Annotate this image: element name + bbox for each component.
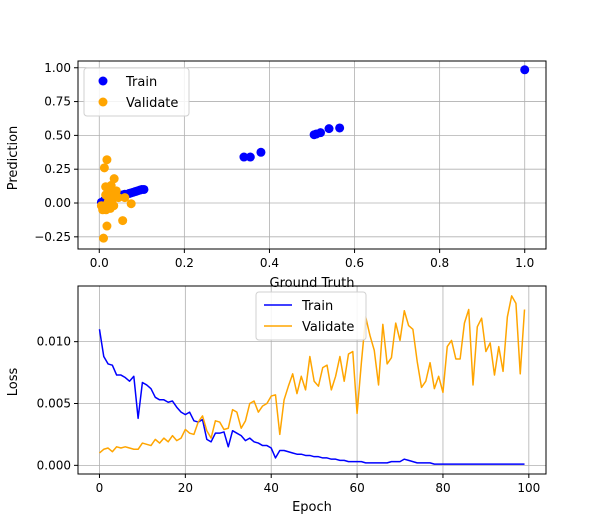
loss-legend: Train Validate — [255, 291, 367, 341]
scatter-point-train — [520, 65, 530, 75]
scatter-legend-train-label: Train — [125, 75, 157, 90]
scatter-point-validate — [103, 198, 113, 208]
scatter-point-train — [239, 152, 249, 162]
scatter-ylabel: Prediction — [6, 126, 21, 191]
loss-xtick-label: 60 — [349, 481, 364, 495]
loss-line-validate — [98, 295, 526, 454]
scatter-point-validate — [120, 193, 130, 203]
scatter-point-validate — [99, 233, 109, 243]
loss-xlabel: Epoch — [292, 500, 332, 515]
scatter-point-train — [324, 124, 334, 134]
loss-ytick-label: 0.010 — [37, 335, 71, 349]
scatter-xlabel: Ground Truth — [270, 276, 355, 291]
scatter-point-train — [256, 147, 266, 157]
scatter-ytick-label: 0.75 — [44, 95, 71, 109]
scatter-point-validate — [109, 174, 119, 184]
loss-xtick-label: 0 — [96, 481, 104, 495]
scatter-point-validate — [113, 193, 123, 203]
scatter-xtick-label: 0.2 — [175, 256, 194, 270]
scatter-xtick-label: 0.4 — [260, 256, 279, 270]
loss-xtick-label: 80 — [435, 481, 450, 495]
scatter-xtick-label: 0.8 — [430, 256, 449, 270]
loss-ylabel: Loss — [6, 368, 21, 397]
loss-xtick-label: 100 — [517, 481, 540, 495]
scatter-ytick-label: 0.25 — [44, 162, 71, 176]
scatter-legend-validate-marker — [98, 97, 108, 107]
scatter-point-validate — [126, 199, 136, 209]
scatter-ytick-label: 0.00 — [44, 196, 71, 210]
scatter-point-train — [335, 123, 345, 133]
loss-legend-train-label: Train — [301, 299, 333, 314]
scatter-point-validate — [99, 163, 109, 173]
scatter-point-validate — [111, 186, 121, 196]
loss-line-train — [98, 329, 525, 465]
scatter-axes-frame — [77, 60, 547, 250]
scatter-xtick-label: 0.0 — [90, 256, 109, 270]
loss-legend-box — [255, 291, 367, 341]
scatter-marks — [96, 65, 530, 243]
scatter-point-train — [316, 128, 326, 138]
scatter-point-train — [139, 184, 149, 194]
scatter-ytick-label: 1.00 — [44, 61, 71, 75]
loss-axes-frame — [77, 285, 547, 475]
loss-marks — [98, 295, 526, 465]
scatter-ytick-label: −0.25 — [34, 230, 71, 244]
loss-xtick-label: 20 — [178, 481, 193, 495]
scatter-point-validate — [101, 190, 111, 200]
scatter-ytick-label: 0.50 — [44, 128, 71, 142]
loss-ytick-label: 0.000 — [37, 458, 71, 472]
scatter-point-validate — [102, 221, 112, 231]
loss-legend-validate-label: Validate — [302, 320, 354, 335]
scatter-xtick-label: 0.6 — [345, 256, 364, 270]
scatter-legend: Train Validate — [83, 67, 190, 117]
scatter-panel: 0.0 0.2 0.4 0.6 0.8 1.0 −0.25 0.00 0.25 0.50 0.75 1… — [6, 60, 547, 291]
scatter-legend-train-marker — [98, 76, 108, 86]
loss-grid — [78, 286, 546, 474]
scatter-xtick-label: 1.0 — [515, 256, 534, 270]
scatter-point-validate — [102, 155, 112, 165]
loss-xtick-label: 40 — [264, 481, 279, 495]
scatter-legend-validate-label: Validate — [126, 96, 178, 111]
scatter-legend-box — [83, 67, 190, 117]
scatter-point-validate — [118, 216, 128, 226]
scatter-ticks: 0.0 0.2 0.4 0.6 0.8 1.0 −0.25 0.00 0.25 0.50 0.75 1… — [34, 61, 534, 270]
loss-ticks: 0 20 40 60 80 100 0.000 0.005 0.010 — [37, 335, 541, 495]
scatter-point-train — [245, 152, 255, 162]
loss-ytick-label: 0.005 — [37, 397, 71, 411]
loss-panel: 0 20 40 60 80 100 0.000 0.005 0.010 Epoch Loss T… — [6, 285, 547, 515]
